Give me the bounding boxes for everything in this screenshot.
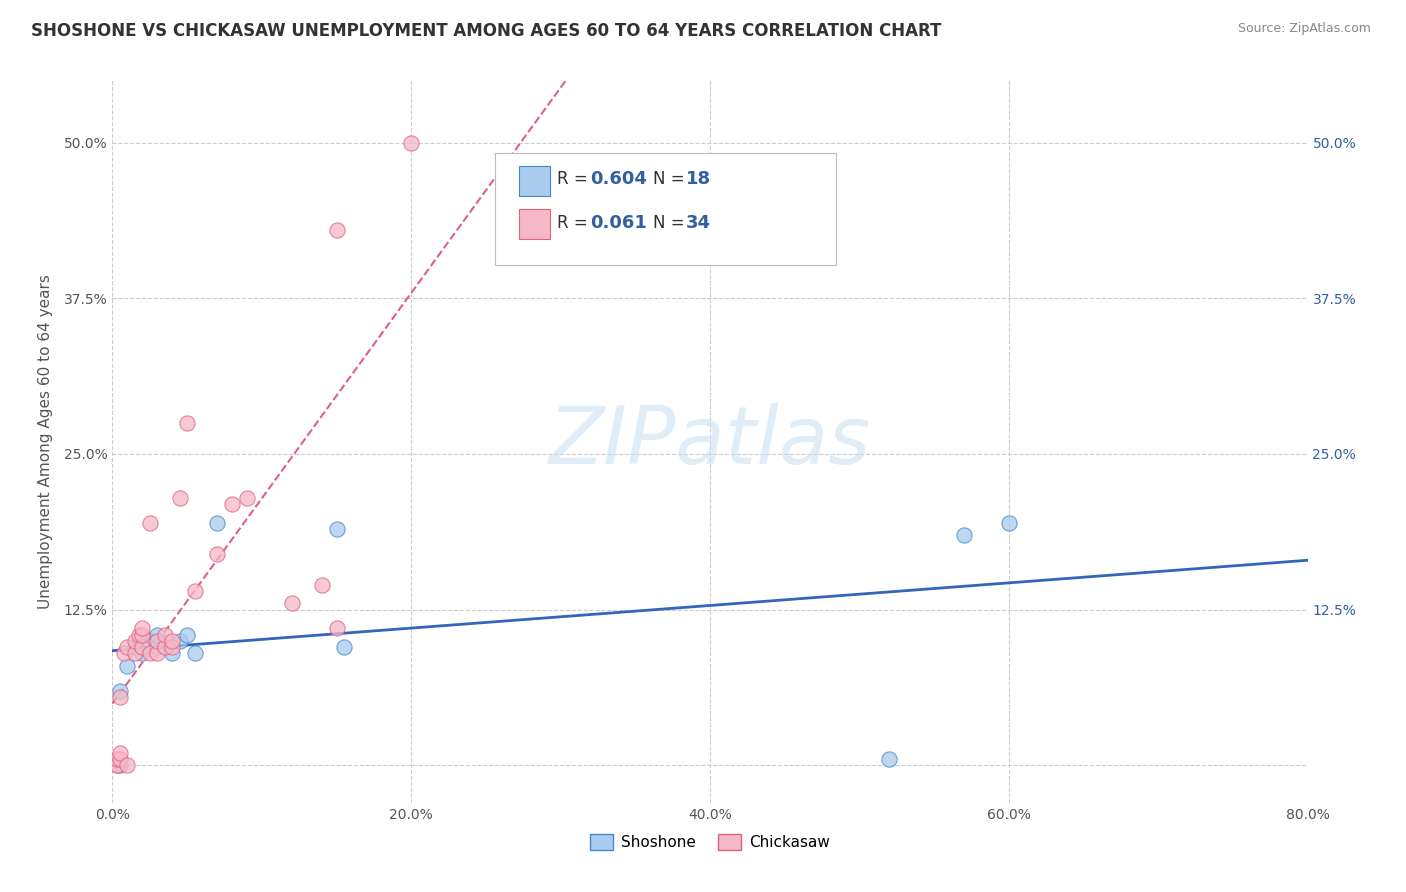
Point	[162, 640, 183, 654]
Point	[105, 758, 128, 772]
Point	[401, 136, 423, 150]
Point	[169, 633, 191, 648]
Text: R =: R =	[557, 170, 593, 188]
Point	[236, 491, 259, 505]
Point	[108, 752, 131, 766]
Point	[139, 646, 162, 660]
Point	[108, 758, 131, 772]
Point	[108, 746, 131, 760]
Text: R =: R =	[557, 213, 593, 232]
Point	[131, 621, 153, 635]
Point	[953, 528, 976, 542]
Point	[131, 640, 153, 654]
Point	[124, 640, 146, 654]
Text: N =: N =	[652, 213, 689, 232]
Point	[108, 690, 131, 704]
Point	[124, 633, 146, 648]
Point	[325, 223, 347, 237]
Text: 0.061: 0.061	[591, 213, 647, 232]
Point	[105, 758, 128, 772]
Point	[153, 640, 176, 654]
Point	[153, 627, 176, 641]
Point	[205, 547, 228, 561]
Point	[108, 683, 131, 698]
Text: N =: N =	[652, 170, 689, 188]
Point	[146, 640, 169, 654]
Point	[998, 516, 1021, 530]
Point	[333, 640, 356, 654]
Point	[311, 578, 333, 592]
Point	[117, 658, 139, 673]
Point	[176, 416, 198, 430]
Text: SHOSHONE VS CHICKASAW UNEMPLOYMENT AMONG AGES 60 TO 64 YEARS CORRELATION CHART: SHOSHONE VS CHICKASAW UNEMPLOYMENT AMONG…	[31, 22, 941, 40]
FancyBboxPatch shape	[519, 209, 550, 239]
Text: 34: 34	[686, 213, 711, 232]
Point	[124, 646, 146, 660]
Text: Source: ZipAtlas.com: Source: ZipAtlas.com	[1237, 22, 1371, 36]
FancyBboxPatch shape	[519, 166, 550, 196]
Point	[105, 752, 128, 766]
Text: 0.604: 0.604	[591, 170, 647, 188]
Point	[146, 633, 169, 648]
Point	[205, 516, 228, 530]
Point	[162, 633, 183, 648]
Point	[131, 627, 153, 641]
Point	[114, 646, 135, 660]
Y-axis label: Unemployment Among Ages 60 to 64 years: Unemployment Among Ages 60 to 64 years	[38, 274, 52, 609]
Point	[146, 627, 169, 641]
Text: ZIPatlas: ZIPatlas	[548, 402, 872, 481]
Point	[128, 627, 150, 641]
Point	[183, 646, 205, 660]
Point	[325, 621, 347, 635]
Point	[162, 646, 183, 660]
Point	[169, 491, 191, 505]
Legend: Shoshone, Chickasaw: Shoshone, Chickasaw	[583, 829, 837, 856]
Point	[139, 633, 162, 648]
Point	[879, 752, 901, 766]
Point	[176, 627, 198, 641]
Point	[221, 497, 243, 511]
Point	[117, 640, 139, 654]
Point	[139, 516, 162, 530]
Point	[131, 646, 153, 660]
Point	[146, 646, 169, 660]
Point	[183, 584, 205, 599]
Point	[325, 522, 347, 536]
Text: 18: 18	[686, 170, 711, 188]
Point	[281, 597, 304, 611]
FancyBboxPatch shape	[495, 153, 835, 265]
Point	[117, 758, 139, 772]
